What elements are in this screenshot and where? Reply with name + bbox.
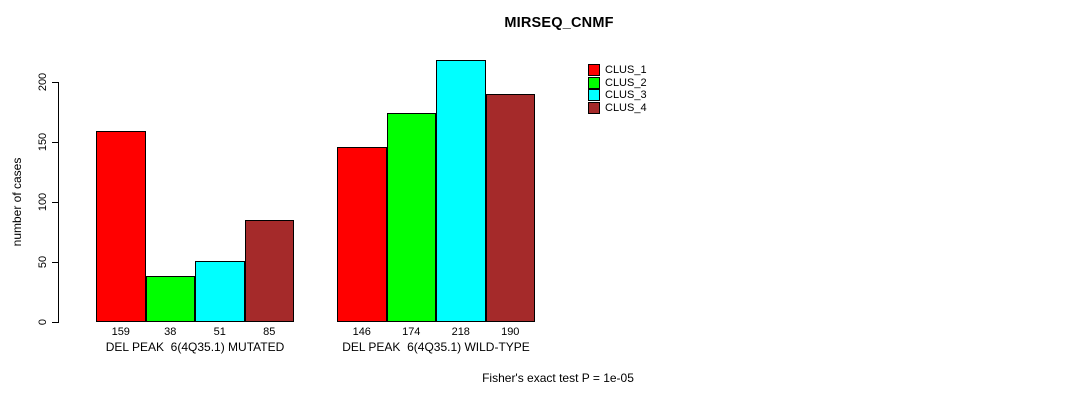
y-tick	[52, 321, 59, 323]
legend-swatch	[588, 76, 600, 89]
legend-label: CLUS_1	[605, 64, 647, 77]
y-tick-label: 100	[37, 192, 49, 212]
legend-swatch	[588, 101, 600, 114]
bar-clus_1-group2	[337, 146, 387, 322]
y-tick	[52, 141, 59, 143]
y-tick-label: 0	[37, 318, 49, 326]
y-tick-label: 200	[37, 72, 49, 92]
chart-title: MIRSEQ_CNMF	[504, 15, 614, 31]
y-tick	[52, 201, 59, 203]
bar-clus_1-group1	[96, 131, 146, 322]
legend-label: CLUS_4	[605, 101, 647, 114]
legend-label: CLUS_2	[605, 76, 647, 89]
legend-swatch	[588, 89, 600, 102]
group-label-wildtype: DEL PEAK 6(4Q35.1) WILD-TYPE	[342, 340, 530, 354]
y-tick	[52, 81, 59, 83]
y-tick-label: 150	[37, 132, 49, 152]
y-tick-label: 50	[37, 255, 49, 269]
bar-value-label: 218	[451, 326, 470, 338]
legend-label: CLUS_3	[605, 89, 647, 102]
bar-value-label: 159	[111, 326, 130, 338]
group-label-mutated: DEL PEAK 6(4Q35.1) MUTATED	[105, 340, 285, 354]
legend-item-clus_3: CLUS_3	[588, 89, 647, 102]
legend-swatch	[588, 64, 600, 77]
y-axis-line	[58, 82, 59, 323]
bar-value-label: 51	[213, 326, 226, 338]
bar-clus_4-group2	[485, 94, 535, 322]
bar-value-label: 174	[402, 326, 421, 338]
bar-clus_3-group1	[195, 260, 245, 322]
bar-value-label: 146	[352, 326, 371, 338]
bar-clus_2-group2	[386, 113, 436, 322]
bar-value-label: 85	[263, 326, 276, 338]
bar-clus_3-group2	[436, 60, 486, 322]
legend-item-clus_1: CLUS_1	[588, 64, 647, 77]
caption-fishers-test: Fisher's exact test P = 1e-05	[482, 371, 634, 385]
legend: CLUS_1 CLUS_2 CLUS_3 CLUS_4	[588, 64, 647, 114]
bar-clus_4-group1	[244, 220, 294, 322]
y-axis-label: number of cases	[10, 157, 24, 247]
bar-clus_2-group1	[145, 276, 195, 322]
legend-item-clus_2: CLUS_2	[588, 76, 647, 90]
legend-item-clus_4: CLUS_4	[588, 101, 647, 115]
bar-value-label: 38	[164, 326, 177, 338]
bar-value-label: 190	[501, 326, 520, 338]
y-tick	[52, 261, 59, 263]
